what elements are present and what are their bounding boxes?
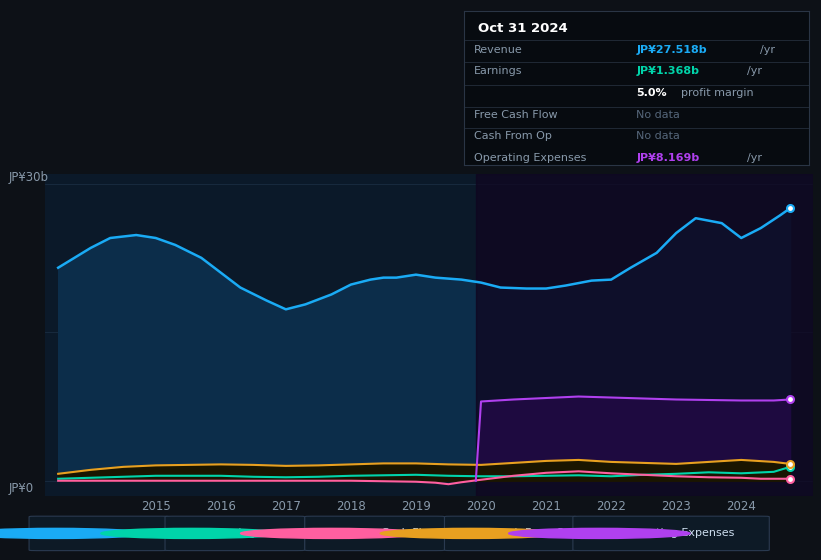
Text: /yr: /yr [746,66,762,76]
Text: Free Cash Flow: Free Cash Flow [354,529,438,538]
FancyBboxPatch shape [444,516,576,550]
Text: No data: No data [636,110,680,120]
Circle shape [101,529,282,539]
Text: Cash From Op: Cash From Op [493,529,571,538]
Text: /yr: /yr [760,45,775,55]
Text: No data: No data [636,132,680,141]
Text: 5.0%: 5.0% [636,88,667,98]
Text: /yr: /yr [746,153,762,163]
Circle shape [380,529,562,539]
Text: JP¥0: JP¥0 [8,482,34,495]
Circle shape [241,529,422,539]
Text: Earnings: Earnings [475,66,523,76]
Text: JP¥8.169b: JP¥8.169b [636,153,699,163]
Text: Revenue: Revenue [475,45,523,55]
Text: Operating Expenses: Operating Expenses [475,153,586,163]
Text: JP¥1.368b: JP¥1.368b [636,66,699,76]
Bar [476,174,813,496]
Text: Earnings: Earnings [214,529,263,538]
FancyBboxPatch shape [573,516,769,550]
Text: Revenue: Revenue [78,529,127,538]
Text: JP¥27.518b: JP¥27.518b [636,45,707,55]
Text: profit margin: profit margin [681,88,754,98]
Text: Oct 31 2024: Oct 31 2024 [478,22,567,35]
FancyBboxPatch shape [29,516,169,550]
Circle shape [509,529,690,539]
Text: Operating Expenses: Operating Expenses [622,529,734,538]
Circle shape [0,529,146,539]
FancyBboxPatch shape [165,516,305,550]
Text: JP¥30b: JP¥30b [8,171,48,184]
FancyBboxPatch shape [305,516,444,550]
Text: Free Cash Flow: Free Cash Flow [475,110,557,120]
Text: Cash From Op: Cash From Op [475,132,552,141]
